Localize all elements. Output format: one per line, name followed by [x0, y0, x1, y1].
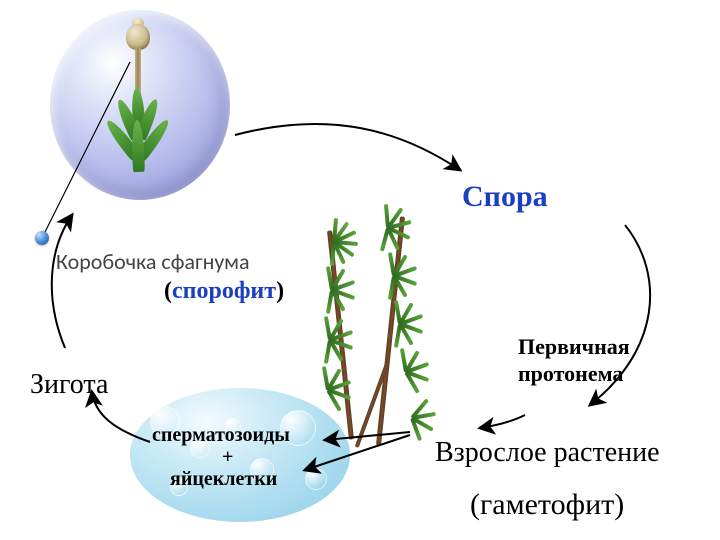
- spore-dot-icon: [35, 231, 49, 245]
- gametophyte-label: (гаметофит): [470, 488, 624, 521]
- sporophyte-label: (спорофит): [164, 278, 284, 304]
- adult-moss-icon: [280, 210, 480, 460]
- zygote-label: Зигота: [30, 370, 108, 401]
- arrow-protonema-to-adult: [480, 415, 525, 428]
- capsule-icon: [118, 18, 168, 188]
- arrow-zygote-to-sporophyte: [52, 215, 72, 348]
- protonema-label-line1: Первичная: [518, 335, 630, 359]
- adult-plant-label: Взрослое растение: [435, 438, 660, 469]
- capsule-title-label: Коробочка сфагнума: [56, 250, 250, 274]
- spore-label: Спора: [462, 180, 548, 213]
- arrow-sporophyte-to-spore: [235, 124, 460, 170]
- sporophyte-text: спорофит: [172, 278, 276, 304]
- egg-label: яйцеклетки: [170, 468, 277, 490]
- protonema-label-line2: протонема: [518, 362, 623, 386]
- diagram-stage: Коробочка сфагнума (спорофит) Спора Перв…: [0, 0, 720, 540]
- plus-label: +: [222, 446, 233, 468]
- sperm-label: сперматозоиды: [152, 424, 290, 446]
